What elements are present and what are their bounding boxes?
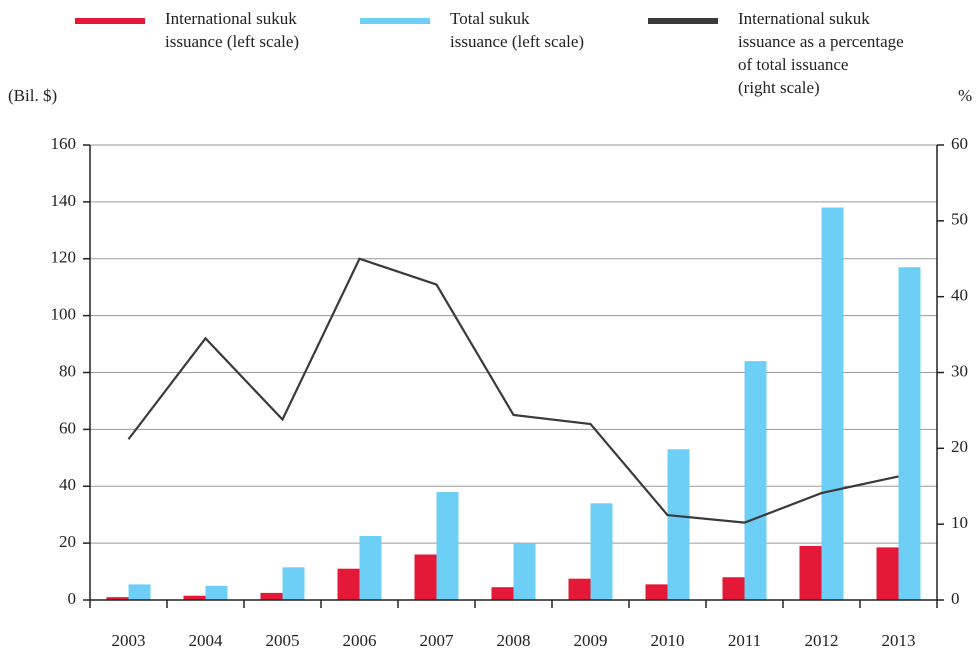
x-tick-label: 2003 <box>112 631 146 650</box>
y2-tick-label: 0 <box>951 589 960 608</box>
legend-label: issuance (left scale) <box>165 32 299 51</box>
bar <box>898 267 921 600</box>
legend-label: issuance as a percentage <box>738 32 904 51</box>
bar <box>260 592 283 600</box>
x-tick-label: 2009 <box>574 631 608 650</box>
y-tick-label: 160 <box>51 134 77 153</box>
legend-label: Total sukuk <box>450 9 530 28</box>
y-tick-label: 100 <box>51 305 77 324</box>
legend-label: of total issuance <box>738 55 848 74</box>
legend-label: International sukuk <box>165 9 297 28</box>
x-tick-label: 2013 <box>882 631 916 650</box>
bar <box>590 503 613 600</box>
bar <box>128 584 151 600</box>
bar <box>183 595 206 600</box>
x-tick-label: 2005 <box>266 631 300 650</box>
bar <box>436 491 459 600</box>
bar <box>205 585 228 600</box>
y2-tick-label: 20 <box>951 437 968 456</box>
y-tick-label: 0 <box>68 589 77 608</box>
bar <box>722 577 745 600</box>
x-tick-label: 2008 <box>497 631 531 650</box>
y-tick-label: 80 <box>59 361 76 380</box>
y2-tick-label: 50 <box>951 210 968 229</box>
y-tick-label: 140 <box>51 191 77 210</box>
bar <box>744 361 767 600</box>
bar <box>645 584 668 600</box>
y2-axis-label: % <box>958 86 972 105</box>
legend-label: (right scale) <box>738 78 820 97</box>
bar <box>568 578 591 600</box>
legend-label: issuance (left scale) <box>450 32 584 51</box>
bar <box>359 536 382 600</box>
bar <box>876 547 899 600</box>
bar <box>667 449 690 600</box>
bar <box>414 554 437 600</box>
line <box>127 257 899 524</box>
y-tick-label: 120 <box>51 248 77 267</box>
x-tick-label: 2010 <box>651 631 685 650</box>
y2-tick-label: 10 <box>951 513 968 532</box>
x-tick-label: 2012 <box>805 631 839 650</box>
y2-tick-label: 30 <box>951 361 968 380</box>
y2-tick-label: 40 <box>951 286 968 305</box>
y-tick-label: 40 <box>59 475 76 494</box>
bar <box>491 587 514 600</box>
bar <box>799 545 822 600</box>
x-tick-label: 2011 <box>728 631 761 650</box>
legend-label: International sukuk <box>738 9 870 28</box>
x-tick-label: 2007 <box>420 631 455 650</box>
y-axis-label: (Bil. $) <box>8 86 57 105</box>
y-tick-label: 20 <box>59 532 76 551</box>
x-tick-label: 2004 <box>189 631 224 650</box>
bar <box>282 567 305 600</box>
bar <box>337 568 360 600</box>
bar <box>513 543 536 600</box>
bar <box>106 597 129 600</box>
bar <box>821 207 844 600</box>
x-tick-label: 2006 <box>343 631 377 650</box>
y2-tick-label: 60 <box>951 134 968 153</box>
y-tick-label: 60 <box>59 418 76 437</box>
